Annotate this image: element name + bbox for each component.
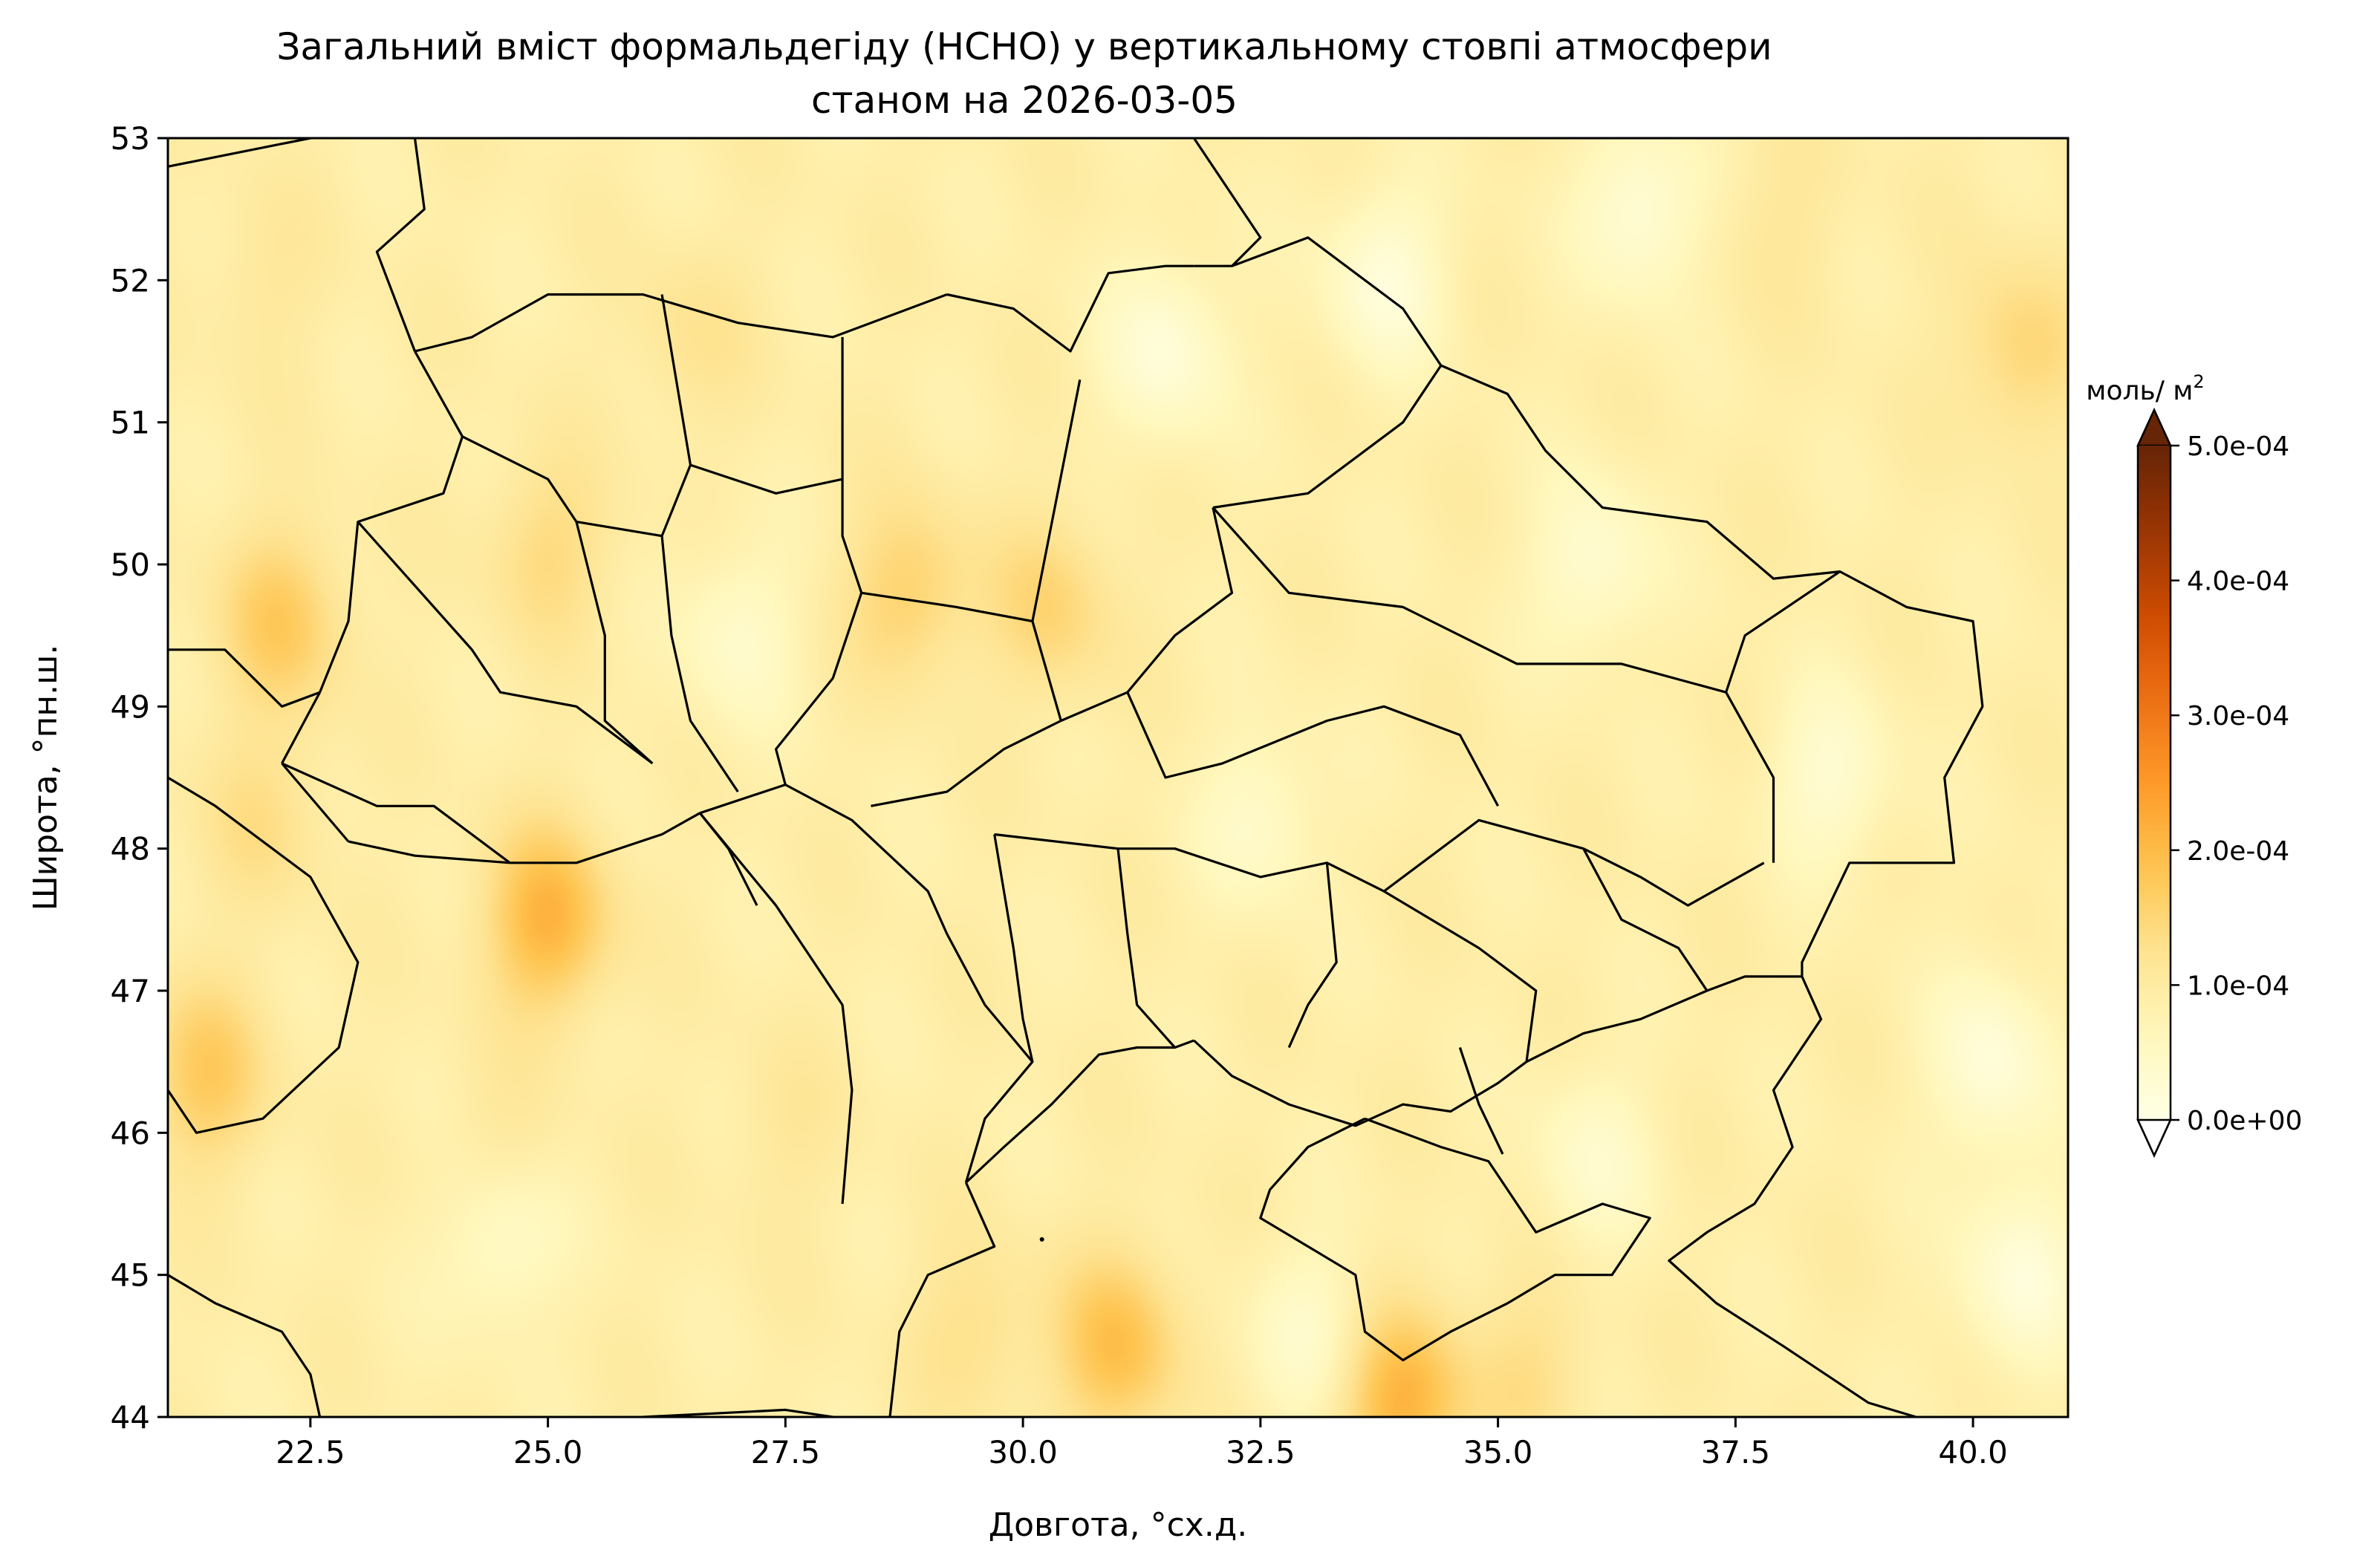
crimea-coast (1259, 1117, 1651, 1362)
obl-18 (1582, 847, 1708, 991)
colorbar-label: моль/ м2 (2086, 371, 2204, 406)
belarus-border (946, 264, 1194, 353)
plot-area (166, 137, 2070, 1418)
obl-4 (1031, 507, 1234, 723)
x-tick-label: 25.0 (513, 1434, 583, 1470)
obl-6 (1212, 506, 1841, 694)
y-tick-label: 50 (111, 547, 150, 583)
obl-20 (168, 648, 321, 708)
x-tick-label: 22.5 (276, 1434, 345, 1470)
obl-9 (660, 535, 739, 792)
obl-21 (281, 762, 511, 864)
chart-title-line2: станом на 2026-03-05 (811, 79, 1238, 122)
colorbar-tick-label: 2.0e-04 (2187, 836, 2289, 867)
russia-border (1194, 236, 1984, 977)
colorbar-tick-label: 5.0e-04 (2187, 431, 2289, 462)
colorbar-label-sup: 2 (2193, 371, 2204, 392)
moldova-border (699, 783, 1034, 1183)
x-tick-label: 32.5 (1226, 1434, 1295, 1470)
poland-border (319, 351, 464, 693)
x-tick-label: 37.5 (1701, 1434, 1771, 1470)
romania-serbia-border (168, 1274, 322, 1417)
obl-7 (357, 521, 654, 765)
arabat-spit (1458, 1046, 1504, 1155)
belarus-west-border (414, 293, 948, 353)
colorbar: моль/ м2 0.0e+00 1.0e-04 2.0e-04 3.0e-04 4.0… (2086, 371, 2302, 1159)
black-sea-west-coast (888, 1182, 996, 1417)
y-tick-label: 44 (111, 1399, 150, 1436)
obl-1 (461, 294, 692, 538)
colorbar-extend-min (2136, 1118, 2172, 1159)
belarus-north (375, 138, 426, 352)
y-tick-label: 47 (111, 973, 150, 1009)
y-tick-label: 46 (111, 1115, 150, 1151)
poland-west (168, 138, 311, 168)
obl-8 (575, 521, 654, 765)
y-tick-label: 45 (111, 1257, 150, 1294)
romania-north-border (348, 812, 700, 864)
y-tick-label: 53 (111, 120, 150, 157)
x-axis-label: Довгота, °сх.д. (989, 1506, 1247, 1544)
x-tick-label: 35.0 (1463, 1434, 1533, 1470)
obl-3 (841, 379, 1082, 623)
chart-title-line1: Загальний вміст формальдегіду (HCHO) у в… (276, 25, 1772, 68)
obl-5 (1212, 365, 1443, 509)
moldova-romania-border (698, 812, 854, 1205)
colorbar-tick-label: 4.0e-04 (2187, 567, 2289, 597)
y-axis: 44 45 46 47 48 49 50 51 52 53 (111, 120, 168, 1436)
x-axis: 22.5 25.0 27.5 30.0 32.5 35.0 37.5 40.0 (276, 1417, 2008, 1470)
x-tick-label: 40.0 (1938, 1434, 2008, 1470)
plot-frame (166, 137, 2070, 1418)
obl-15 (1116, 848, 1176, 1049)
obl-17 (1383, 890, 1538, 1062)
obl-22 (698, 812, 758, 906)
obl-11 (871, 720, 1062, 807)
borders-layer (168, 138, 2068, 1417)
y-tick-label: 49 (111, 688, 150, 725)
colorbar-ticks: 0.0e+00 1.0e-04 2.0e-04 3.0e-04 4.0e-04 5.0e-… (2171, 431, 2302, 1136)
y-axis-label: Широта, °пн.ш. (27, 645, 65, 911)
hcho-field-image (168, 138, 2068, 1417)
y-tick-label: 52 (111, 262, 150, 299)
x-tick-label: 30.0 (988, 1434, 1058, 1470)
colorbar-tick-label: 0.0e+00 (2187, 1106, 2302, 1136)
colorbar-extend-max (2136, 407, 2172, 447)
y-tick-label: 48 (111, 831, 150, 867)
colorbar-body (2138, 446, 2171, 1120)
hungary-border (281, 762, 350, 843)
colorbar-tick-label: 3.0e-04 (2187, 701, 2289, 732)
slovakia-border (281, 691, 322, 764)
colorbar-tick-label: 1.0e-04 (2187, 971, 2289, 1001)
colorbar-label-text: моль/ м (2086, 376, 2193, 406)
russia-north (1192, 138, 1262, 267)
obl-2 (689, 336, 844, 495)
romania-bulgaria-border (643, 1408, 833, 1417)
romania-south-border (168, 776, 360, 1134)
obl-10 (774, 592, 863, 786)
y-tick-label: 51 (111, 405, 150, 441)
russia-coast-azov (1668, 976, 1916, 1417)
obl-14 (1126, 691, 1500, 807)
obl-12 (993, 834, 1034, 1063)
obl-16 (1287, 862, 1338, 1049)
island-0 (1039, 1237, 1044, 1242)
x-tick-label: 27.5 (751, 1434, 821, 1470)
obl-19 (1725, 691, 1775, 863)
